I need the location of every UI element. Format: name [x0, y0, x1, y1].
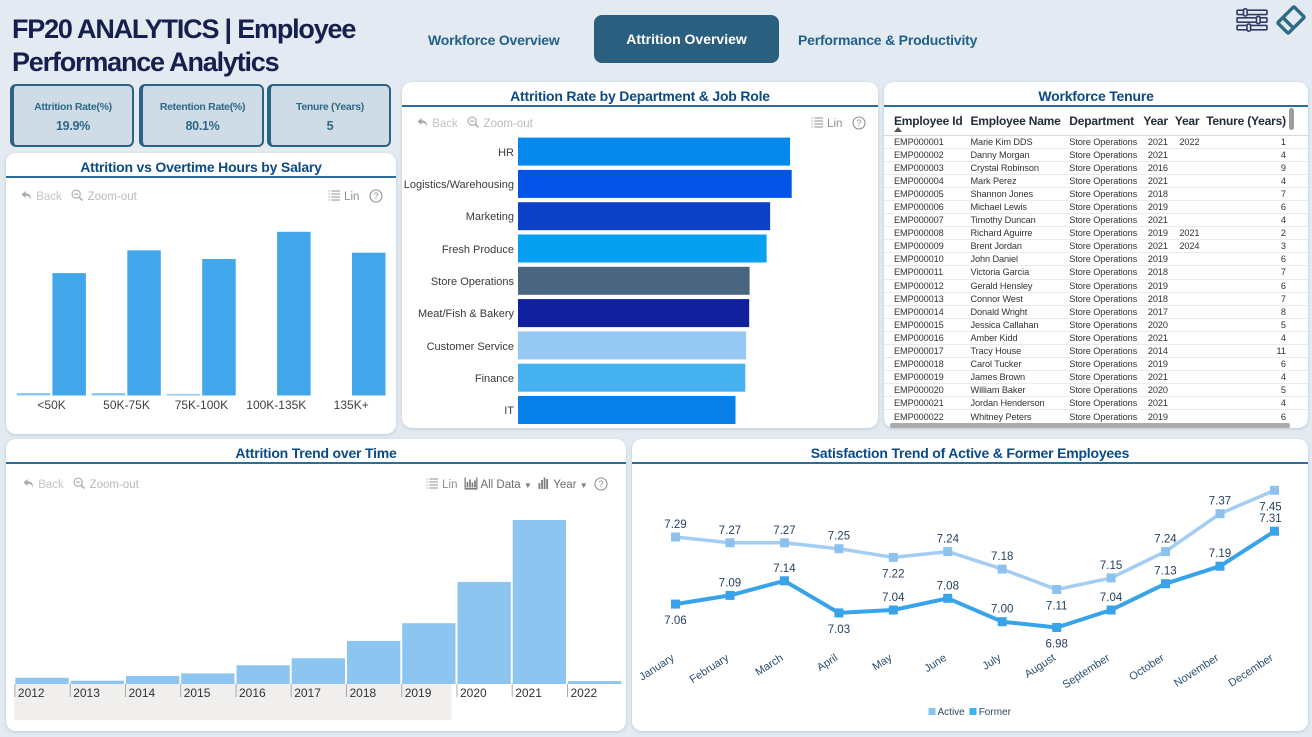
svg-text:7.27: 7.27 — [773, 525, 795, 537]
svg-text:February: February — [688, 652, 732, 686]
svg-text:Logistics/Warehousing: Logistics/Warehousing — [404, 179, 514, 191]
svg-text:7.15: 7.15 — [1100, 560, 1122, 572]
svg-text:May: May — [870, 652, 894, 674]
svg-text:2017: 2017 — [294, 686, 321, 700]
svg-text:Active: Active — [938, 707, 966, 718]
svg-text:7.14: 7.14 — [773, 563, 796, 575]
svg-text:7.24: 7.24 — [1154, 534, 1177, 546]
svg-text:HR: HR — [498, 147, 514, 159]
svg-text:2015: 2015 — [184, 686, 211, 700]
svg-text:Former: Former — [979, 707, 1012, 718]
svg-text:IT: IT — [504, 405, 514, 417]
svg-text:2021: 2021 — [515, 686, 542, 700]
svg-text:7.24: 7.24 — [937, 534, 960, 546]
svg-text:2020: 2020 — [460, 686, 487, 700]
svg-text:7.11: 7.11 — [1046, 601, 1068, 613]
svg-text:6.98: 6.98 — [1046, 639, 1068, 651]
svg-text:Marketing: Marketing — [466, 211, 514, 223]
svg-text:October: October — [1127, 652, 1167, 684]
svg-text:7.37: 7.37 — [1209, 496, 1231, 508]
svg-text:?: ? — [856, 118, 861, 128]
svg-text:?: ? — [373, 191, 378, 201]
svg-text:2013: 2013 — [73, 686, 100, 700]
svg-text:7.13: 7.13 — [1154, 566, 1176, 578]
svg-text:2014: 2014 — [129, 686, 156, 700]
svg-text:135K+: 135K+ — [334, 398, 369, 412]
svg-text:7.25: 7.25 — [828, 531, 850, 543]
svg-text:April: April — [815, 652, 840, 674]
svg-text:50K-75K: 50K-75K — [103, 398, 150, 412]
svg-text:7.31: 7.31 — [1259, 513, 1281, 525]
svg-text:2012: 2012 — [18, 686, 45, 700]
svg-text:7.19: 7.19 — [1209, 548, 1231, 560]
svg-text:Meat/Fish & Bakery: Meat/Fish & Bakery — [418, 308, 514, 320]
svg-text:2019: 2019 — [405, 686, 432, 700]
svg-text:<50K: <50K — [37, 398, 65, 412]
svg-text:7.27: 7.27 — [719, 525, 741, 537]
svg-text:June: June — [922, 652, 949, 675]
svg-text:November: November — [1172, 652, 1221, 690]
svg-text:7.45: 7.45 — [1259, 501, 1281, 513]
svg-text:Finance: Finance — [475, 373, 514, 385]
svg-text:2018: 2018 — [350, 686, 377, 700]
svg-text:March: March — [753, 652, 785, 679]
svg-text:7.29: 7.29 — [664, 519, 686, 531]
svg-text:Customer Service: Customer Service — [427, 341, 514, 353]
svg-text:Store Operations: Store Operations — [431, 276, 515, 288]
svg-text:August: August — [1023, 652, 1058, 681]
svg-text:7.03: 7.03 — [828, 624, 850, 636]
svg-text:7.04: 7.04 — [882, 592, 905, 604]
svg-text:7.18: 7.18 — [991, 551, 1013, 563]
svg-text:7.22: 7.22 — [882, 568, 904, 580]
svg-text:December: December — [1227, 652, 1276, 690]
svg-text:?: ? — [598, 479, 603, 489]
svg-text:2016: 2016 — [239, 686, 266, 700]
svg-text:7.00: 7.00 — [991, 604, 1013, 616]
svg-text:7.09: 7.09 — [719, 577, 741, 589]
svg-text:100K-135K: 100K-135K — [246, 398, 306, 412]
svg-text:Fresh Produce: Fresh Produce — [442, 244, 514, 256]
svg-text:2022: 2022 — [571, 686, 598, 700]
svg-text:7.04: 7.04 — [1100, 592, 1123, 604]
svg-text:January: January — [637, 652, 677, 684]
svg-text:July: July — [980, 652, 1003, 673]
svg-text:7.08: 7.08 — [937, 580, 959, 592]
svg-text:September: September — [1061, 652, 1113, 692]
svg-text:75K-100K: 75K-100K — [175, 398, 228, 412]
svg-text:7.06: 7.06 — [664, 615, 686, 627]
